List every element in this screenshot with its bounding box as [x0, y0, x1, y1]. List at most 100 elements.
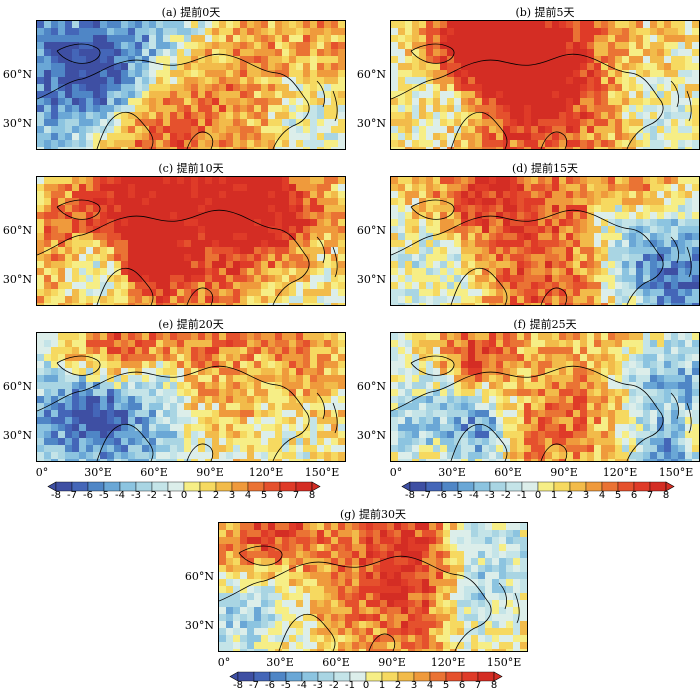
colorbar-tick-label: -4 [115, 490, 125, 501]
anomaly-field [37, 21, 345, 149]
colorbar-tick-label: 4 [426, 680, 434, 691]
longitude-label: 150°E [486, 656, 522, 669]
latitude-label: 60°N [2, 68, 32, 81]
colorbar-tick-label: -5 [281, 680, 291, 691]
longitude-label: 90°E [550, 466, 578, 479]
anomaly-map [390, 20, 700, 150]
anomaly-map [390, 176, 700, 306]
anomaly-field [391, 21, 699, 149]
colorbar-tick-label: -7 [67, 490, 77, 501]
anomaly-map [218, 522, 528, 652]
colorbar-tick-label: 5 [442, 680, 450, 691]
longitude-label: 120°E [430, 656, 466, 669]
anomaly-field [391, 333, 699, 461]
colorbar-tick-label: 1 [550, 490, 558, 501]
colorbar-tick-label: -4 [297, 680, 307, 691]
panel-title: (d) 提前15天 [511, 162, 579, 175]
colorbar-tick-label: -6 [83, 490, 93, 501]
colorbar-tick-label: 7 [474, 680, 482, 691]
colorbar-tick-label: -6 [265, 680, 275, 691]
longitude-label: 60°E [494, 466, 522, 479]
colorbar-tick-label: 7 [292, 490, 300, 501]
colorbar-max-arrow [311, 481, 321, 492]
longitude-label: 0° [35, 466, 49, 479]
longitude-label: 120°E [602, 466, 638, 479]
colorbar-tick-label: -7 [421, 490, 431, 501]
latitude-label: 30°N [356, 273, 386, 286]
colorbar-tick-label: 6 [458, 680, 466, 691]
latitude-label: 60°N [356, 380, 386, 393]
colorbar-tick-label: 8 [662, 490, 670, 501]
colorbar-tick-label: 1 [378, 680, 386, 691]
latitude-label: 30°N [2, 117, 32, 130]
panel-title: (f) 提前25天 [513, 318, 577, 331]
colorbar-tick-label: -2 [501, 490, 511, 501]
colorbar-tick-label: -1 [163, 490, 173, 501]
longitude-label: 120°E [248, 466, 284, 479]
longitude-label: 90°E [196, 466, 224, 479]
colorbar-tick-label: -2 [147, 490, 157, 501]
colorbar-tick-label: -8 [405, 490, 415, 501]
latitude-label: 30°N [184, 619, 214, 632]
colorbar-tick-label: 2 [212, 490, 220, 501]
colorbar-max-arrow [493, 671, 503, 682]
longitude-label: 30°E [266, 656, 294, 669]
latitude-label: 30°N [2, 429, 32, 442]
colorbar-tick-label: -1 [345, 680, 355, 691]
latitude-label: 60°N [2, 380, 32, 393]
longitude-label: 150°E [304, 466, 340, 479]
longitude-label: 0° [389, 466, 403, 479]
colorbar-tick-label: -5 [99, 490, 109, 501]
colorbar [229, 671, 503, 682]
longitude-label: 30°E [84, 466, 112, 479]
anomaly-field [391, 177, 699, 305]
colorbar-tick-label: 0 [180, 490, 188, 501]
colorbar-tick-label: -3 [313, 680, 323, 691]
colorbar-max-arrow [665, 481, 675, 492]
colorbar-tick-label: 8 [490, 680, 498, 691]
colorbar [47, 481, 321, 492]
longitude-label: 60°E [140, 466, 168, 479]
latitude-label: 60°N [356, 224, 386, 237]
colorbar-tick-label: -5 [453, 490, 463, 501]
colorbar-tick-label: 2 [566, 490, 574, 501]
colorbar-tick-label: 7 [646, 490, 654, 501]
longitude-label: 60°E [322, 656, 350, 669]
latitude-label: 60°N [356, 68, 386, 81]
colorbar-tick-label: 0 [362, 680, 370, 691]
anomaly-map [390, 332, 700, 462]
colorbar-tick-label: 1 [196, 490, 204, 501]
colorbar-tick-label: 5 [260, 490, 268, 501]
colorbar-tick-label: 6 [630, 490, 638, 501]
panel-title: (e) 提前20天 [158, 318, 224, 331]
panel-title: (a) 提前0天 [161, 6, 221, 19]
colorbar-tick-label: 0 [534, 490, 542, 501]
colorbar-tick-label: -4 [469, 490, 479, 501]
colorbar-tick-label: -8 [51, 490, 61, 501]
colorbar [401, 481, 675, 492]
latitude-label: 30°N [356, 117, 386, 130]
colorbar-tick-label: 8 [308, 490, 316, 501]
colorbar-tick-label: -1 [517, 490, 527, 501]
colorbar-tick-label: -8 [233, 680, 243, 691]
panel-title: (c) 提前10天 [158, 162, 224, 175]
longitude-label: 90°E [378, 656, 406, 669]
colorbar-tick-label: -3 [485, 490, 495, 501]
latitude-label: 30°N [356, 429, 386, 442]
latitude-label: 60°N [184, 570, 214, 583]
colorbar-tick-label: 4 [598, 490, 606, 501]
colorbar-tick-label: -7 [249, 680, 259, 691]
longitude-label: 0° [217, 656, 231, 669]
colorbar-tick-label: 5 [614, 490, 622, 501]
latitude-label: 30°N [2, 273, 32, 286]
longitude-label: 30°E [438, 466, 466, 479]
anomaly-field [219, 523, 527, 651]
colorbar-tick-label: -6 [437, 490, 447, 501]
anomaly-field [37, 333, 345, 461]
panel-title: (b) 提前5天 [515, 6, 575, 19]
colorbar-tick-label: 3 [228, 490, 236, 501]
colorbar-tick-label: 4 [244, 490, 252, 501]
colorbar-tick-label: 6 [276, 490, 284, 501]
colorbar-tick-label: 3 [410, 680, 418, 691]
colorbar-tick-label: -2 [329, 680, 339, 691]
